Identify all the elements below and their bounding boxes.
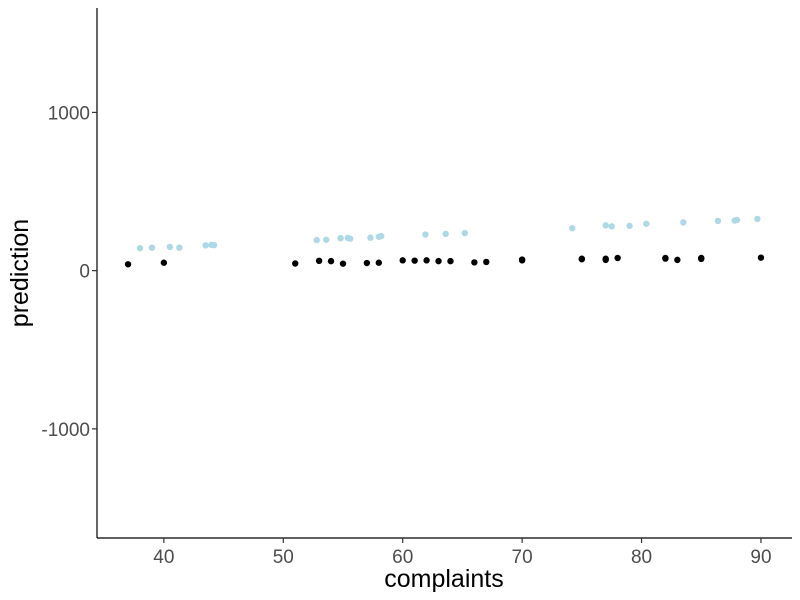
- y-axis-ticks: -1000 0 1000: [41, 103, 97, 441]
- x-axis-ticks: 40 50 60 70 80 90: [153, 538, 772, 568]
- data-point: [399, 257, 406, 264]
- x-tick-label: 90: [750, 547, 771, 568]
- data-point: [315, 257, 323, 265]
- data-point: [680, 219, 687, 226]
- data-point: [626, 222, 633, 230]
- x-tick-label: 40: [153, 547, 174, 568]
- data-point: [337, 234, 344, 242]
- y-tick-label: 1000: [48, 103, 90, 124]
- y-axis-title: prediction: [6, 219, 34, 327]
- data-point: [363, 259, 371, 267]
- x-axis-title: complaints: [384, 565, 504, 593]
- data-point: [662, 254, 669, 262]
- data-point: [569, 225, 576, 232]
- data-point: [313, 236, 320, 244]
- data-point: [602, 222, 609, 229]
- x-tick-label: 60: [392, 547, 413, 568]
- data-point: [435, 257, 442, 265]
- data-point: [323, 236, 330, 243]
- data-point: [202, 242, 209, 249]
- y-tick-label: -1000: [41, 420, 90, 441]
- y-tick-label: 0: [79, 262, 90, 283]
- data-point: [375, 259, 383, 266]
- x-tick-label: 50: [273, 547, 294, 568]
- data-point: [733, 216, 741, 224]
- data-point: [160, 259, 168, 266]
- series-0: [136, 215, 761, 252]
- data-point: [442, 230, 449, 238]
- data-point: [643, 220, 650, 227]
- data-point: [148, 244, 156, 251]
- data-point: [461, 229, 469, 237]
- data-point: [176, 244, 183, 251]
- data-point: [378, 232, 385, 240]
- x-tick-label: 80: [631, 547, 652, 568]
- data-point: [674, 256, 681, 264]
- data-point: [471, 259, 478, 266]
- data-point: [124, 261, 132, 268]
- data-point: [698, 254, 705, 262]
- data-point: [518, 256, 526, 263]
- data-point: [339, 260, 347, 267]
- data-point: [367, 234, 374, 241]
- data-point: [602, 255, 609, 262]
- data-point: [483, 258, 490, 266]
- data-point: [327, 257, 335, 265]
- data-point: [411, 257, 418, 264]
- data-point: [614, 254, 621, 262]
- data-point: [608, 223, 615, 230]
- data-point: [210, 241, 218, 249]
- data-point: [714, 217, 722, 225]
- data-point: [136, 244, 144, 252]
- data-point: [757, 254, 765, 261]
- series-1: [124, 254, 765, 268]
- data-point: [422, 231, 429, 238]
- data-point: [292, 260, 299, 267]
- data-point: [166, 243, 174, 251]
- data-point: [423, 257, 430, 264]
- data-point: [578, 255, 586, 262]
- points-layer: [124, 215, 765, 268]
- x-tick-label: 70: [512, 547, 533, 568]
- data-point: [346, 235, 354, 242]
- data-point: [754, 215, 761, 223]
- data-point: [447, 257, 454, 265]
